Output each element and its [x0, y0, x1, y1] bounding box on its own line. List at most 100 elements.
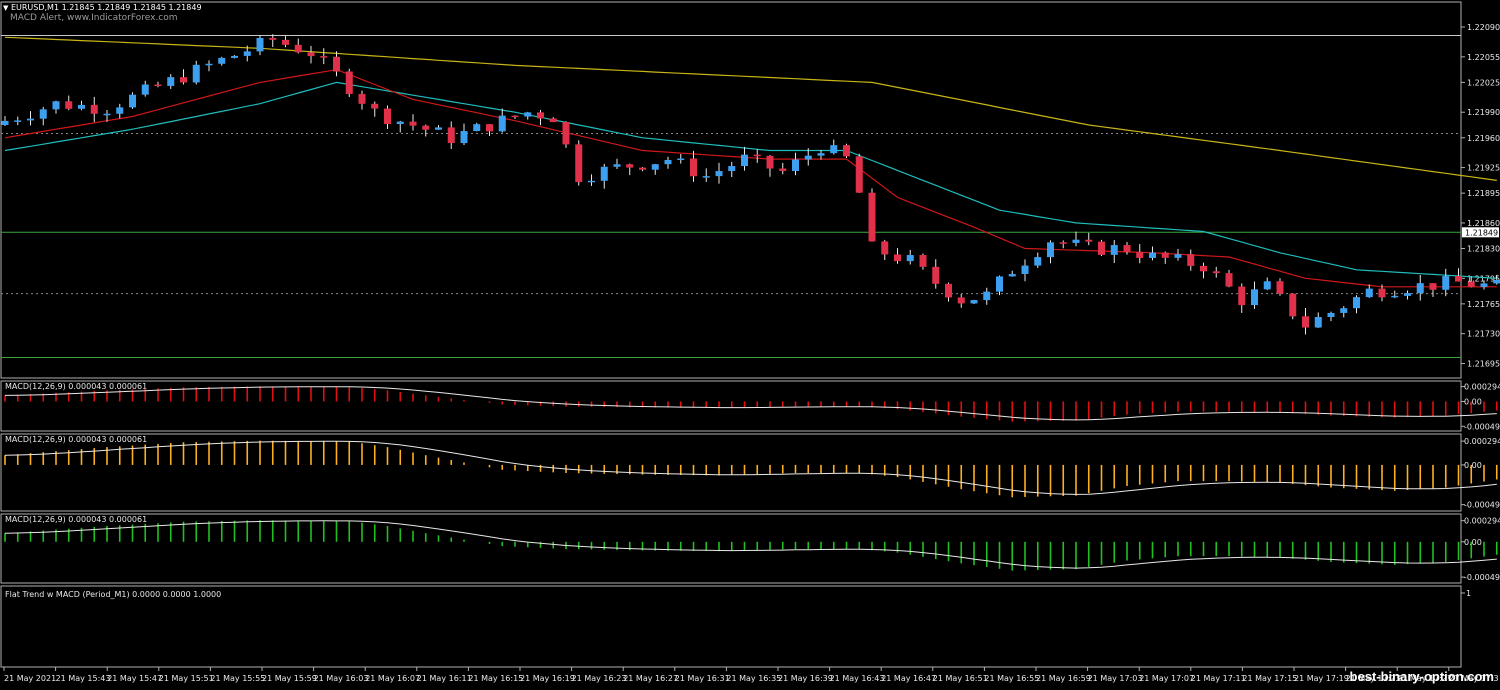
candle-body[interactable]	[613, 164, 621, 167]
candle-body[interactable]	[562, 122, 570, 145]
candle-body[interactable]	[651, 164, 659, 170]
candle-body[interactable]	[639, 167, 646, 170]
candle-body[interactable]	[830, 145, 838, 154]
candle-body[interactable]	[422, 125, 430, 130]
candle-body[interactable]	[1251, 289, 1258, 306]
candle-body[interactable]	[881, 241, 889, 255]
candle-body[interactable]	[1327, 312, 1335, 318]
candle-body[interactable]	[1098, 241, 1105, 255]
candle-body[interactable]	[333, 56, 340, 72]
candle-body[interactable]	[945, 283, 952, 298]
candle-body[interactable]	[180, 77, 187, 83]
candle-body[interactable]	[1085, 239, 1093, 242]
candle-body[interactable]	[626, 164, 634, 168]
candle-body[interactable]	[116, 107, 124, 114]
candle-body[interactable]	[1378, 288, 1386, 298]
candle-body[interactable]	[702, 176, 710, 178]
candle-body[interactable]	[1187, 254, 1195, 266]
collapse-triangle-icon[interactable]: ▼	[3, 4, 9, 12]
candle-body[interactable]	[409, 121, 417, 126]
candle-body[interactable]	[741, 154, 748, 167]
candle-body[interactable]	[231, 55, 238, 58]
candle-body[interactable]	[1174, 254, 1182, 258]
candle-body[interactable]	[957, 297, 965, 304]
candle-body[interactable]	[511, 115, 519, 118]
candle-body[interactable]	[1442, 276, 1450, 290]
candle-body[interactable]	[677, 158, 685, 161]
candle-body[interactable]	[78, 104, 85, 109]
candle-body[interactable]	[282, 39, 289, 45]
candle-body[interactable]	[1072, 239, 1080, 243]
candle-body[interactable]	[1391, 295, 1399, 298]
candle-body[interactable]	[1467, 281, 1475, 287]
candle-body[interactable]	[192, 64, 200, 83]
candle-body[interactable]	[1404, 293, 1411, 296]
candle-body[interactable]	[1123, 245, 1131, 252]
candle-body[interactable]	[1059, 242, 1067, 244]
candle-body[interactable]	[1034, 257, 1042, 266]
candle-body[interactable]	[728, 166, 736, 172]
candle-body[interactable]	[103, 113, 111, 116]
candle-body[interactable]	[1263, 281, 1271, 290]
candle-body[interactable]	[27, 118, 34, 121]
candle-body[interactable]	[1212, 271, 1220, 274]
candle-body[interactable]	[384, 108, 391, 125]
candle-body[interactable]	[1021, 265, 1029, 275]
candle-body[interactable]	[205, 63, 213, 66]
candle-body[interactable]	[792, 159, 799, 171]
candle-body[interactable]	[753, 154, 761, 157]
candle-body[interactable]	[358, 93, 366, 104]
candle-body[interactable]	[167, 77, 175, 86]
candle-body[interactable]	[218, 57, 226, 64]
candle-body[interactable]	[766, 155, 774, 169]
candle-body[interactable]	[435, 127, 442, 130]
candle-body[interactable]	[1110, 245, 1118, 255]
candle-body[interactable]	[575, 144, 583, 183]
candle-body[interactable]	[90, 104, 98, 114]
candle-body[interactable]	[843, 145, 850, 157]
candle-body[interactable]	[1429, 283, 1437, 290]
candle-body[interactable]	[1416, 283, 1424, 294]
candle-body[interactable]	[1149, 252, 1156, 258]
candle-body[interactable]	[129, 94, 136, 108]
candle-body[interactable]	[600, 166, 608, 181]
candle-body[interactable]	[549, 118, 557, 123]
candle-body[interactable]	[1365, 288, 1373, 298]
candle-body[interactable]	[154, 84, 162, 87]
candle-body[interactable]	[269, 37, 277, 40]
candle-body[interactable]	[486, 124, 493, 132]
candle-body[interactable]	[715, 171, 723, 177]
candle-body[interactable]	[256, 37, 264, 52]
candle-body[interactable]	[371, 103, 379, 109]
candle-body[interactable]	[345, 71, 353, 94]
candle-body[interactable]	[294, 44, 302, 53]
candle-body[interactable]	[1, 120, 9, 125]
candle-body[interactable]	[447, 127, 455, 144]
candle-body[interactable]	[1161, 252, 1169, 258]
candle-body[interactable]	[855, 156, 863, 193]
candle-body[interactable]	[1238, 286, 1246, 306]
candle-body[interactable]	[1136, 251, 1144, 258]
candle-body[interactable]	[1314, 317, 1322, 328]
candle-body[interactable]	[804, 155, 812, 160]
candle-body[interactable]	[65, 101, 73, 109]
candle-body[interactable]	[1276, 281, 1284, 294]
candle-body[interactable]	[1340, 308, 1348, 313]
candle-body[interactable]	[1047, 242, 1054, 258]
candle-body[interactable]	[141, 84, 149, 95]
candle-body[interactable]	[498, 115, 506, 132]
candle-body[interactable]	[473, 124, 481, 132]
candle-body[interactable]	[1353, 297, 1360, 309]
candle-body[interactable]	[1289, 293, 1297, 317]
candle-body[interactable]	[996, 276, 1003, 292]
candle-body[interactable]	[983, 291, 991, 301]
candle-body[interactable]	[1225, 273, 1233, 287]
candle-body[interactable]	[664, 159, 672, 165]
candle-body[interactable]	[14, 120, 22, 122]
candle-body[interactable]	[524, 112, 532, 117]
candle-body[interactable]	[1302, 316, 1309, 328]
candle-body[interactable]	[894, 254, 901, 262]
candle-body[interactable]	[1480, 283, 1488, 287]
candle-body[interactable]	[396, 121, 404, 125]
